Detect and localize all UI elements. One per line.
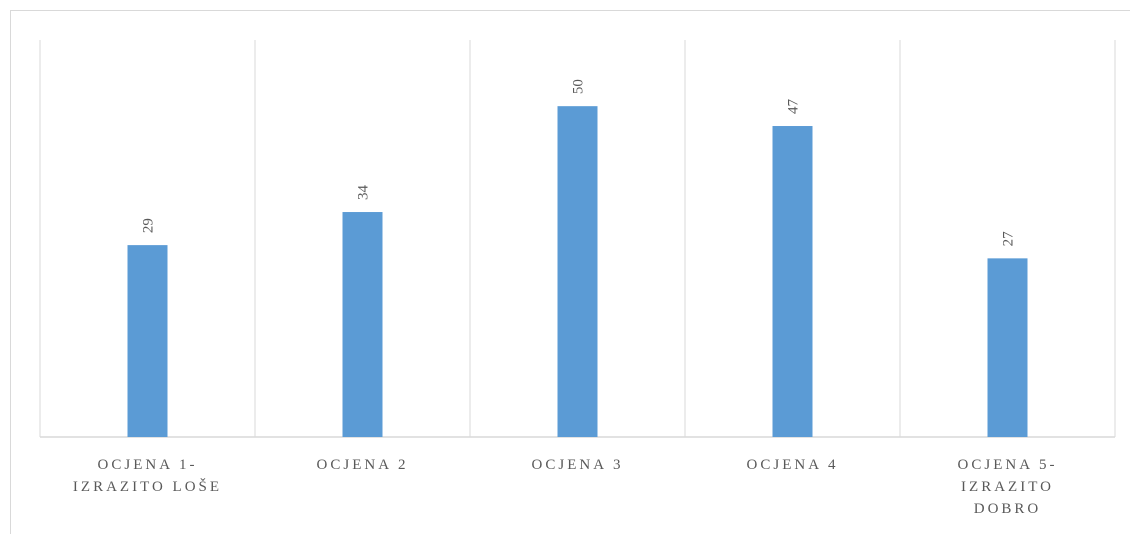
data-label: 34 [356,185,372,201]
category-label-line: OCJENA 1- [98,457,198,473]
category-label-line: OCJENA 5- [958,457,1058,473]
data-label: 27 [1001,231,1017,247]
data-label: 50 [571,79,587,94]
category-label: OCJENA 1- IZRAZITO LOŠE [73,457,222,495]
category-label-line: IZRAZITO LOŠE [73,478,222,495]
category-label: OCJENA 2 [317,457,409,473]
category-label: OCJENA 4 [747,457,839,473]
bar [987,258,1028,437]
bar [772,126,813,438]
labels-layer: 29 34 50 47 27 [141,79,1017,246]
chart-frame [10,10,1130,534]
category-label-line: OCJENA 3 [532,457,624,473]
categories-layer: OCJENA 1- IZRAZITO LOŠE OCJENA 2 OCJENA 3 OC… [73,457,1058,517]
bars-layer [127,106,1028,438]
bar [557,106,598,438]
grid-layer [39,40,1116,438]
category-label-line: IZRAZITO [961,479,1054,495]
data-label: 47 [786,99,802,115]
bar [127,245,168,437]
category-label-line: DOBRO [974,501,1042,517]
bar [342,212,383,437]
category-label: OCJENA 5- IZRAZITO DOBRO [958,457,1058,517]
category-label-line: OCJENA 2 [317,457,409,473]
category-label: OCJENA 3 [532,457,624,473]
data-label: 29 [141,218,157,233]
category-label-line: OCJENA 4 [747,457,839,473]
